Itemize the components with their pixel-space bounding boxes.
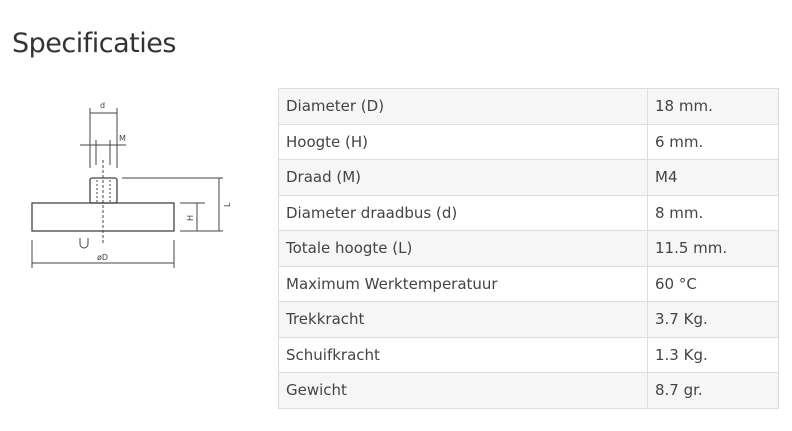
spec-label: Totale hoogte (L) [278,230,648,267]
spec-label: Hoogte (H) [278,123,648,160]
specs-table: Diameter (D) 18 mm. Hoogte (H) 6 mm. Draad (… [278,88,779,409]
spec-value: 11.5 mm. [647,230,779,267]
table-row: Diameter (D) 18 mm. [278,88,779,125]
label-M: M [119,134,126,143]
spec-label: Gewicht [278,372,648,409]
label-d: d [100,101,105,110]
table-row: Diameter draadbus (d) 8 mm. [278,194,779,231]
spec-label: Schuifkracht [278,336,648,373]
table-row: Totale hoogte (L) 11.5 mm. [278,230,779,267]
spec-value: 18 mm. [647,88,779,125]
magnet-dimension-diagram: d M L H øD [31,101,232,268]
label-D: øD [97,253,108,262]
spec-value: 60 °C [647,265,779,302]
table-row: Trekkracht 3.7 Kg. [278,301,779,338]
spec-value: M4 [647,159,779,196]
spec-label: Diameter draadbus (d) [278,194,648,231]
table-row: Draad (M) M4 [278,159,779,196]
table-row: Maximum Werktemperatuur 60 °C [278,265,779,302]
spec-value: 1.3 Kg. [647,336,779,373]
spec-value: 6 mm. [647,123,779,160]
spec-label: Diameter (D) [278,88,648,125]
spec-value: 3.7 Kg. [647,301,779,338]
spec-label: Draad (M) [278,159,648,196]
label-L: L [223,202,232,207]
page-title: Specificaties [12,28,176,59]
spec-label: Trekkracht [278,301,648,338]
table-row: Schuifkracht 1.3 Kg. [278,336,779,373]
spec-value: 8.7 gr. [647,372,779,409]
spec-value: 8 mm. [647,194,779,231]
label-H: H [186,215,195,221]
table-row: Hoogte (H) 6 mm. [278,123,779,160]
table-row: Gewicht 8.7 gr. [278,372,779,409]
spec-label: Maximum Werktemperatuur [278,265,648,302]
